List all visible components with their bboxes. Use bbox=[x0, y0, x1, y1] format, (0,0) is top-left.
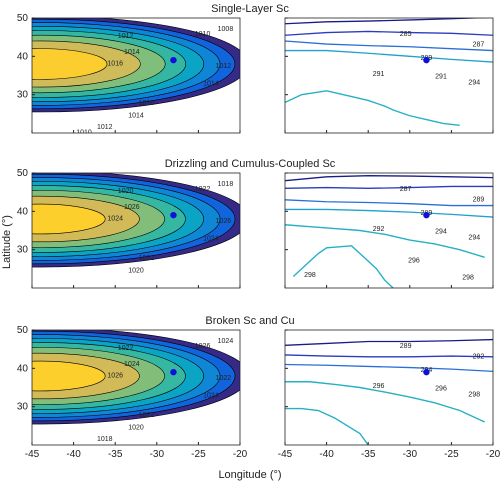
contour-label: 1024 bbox=[218, 338, 234, 345]
contour-label: 1010 bbox=[195, 31, 211, 38]
contour-label: 287 bbox=[473, 41, 485, 48]
x-tick-label: -40 bbox=[319, 449, 334, 460]
x-tick-label: -20 bbox=[233, 449, 248, 460]
contour-label: 1026 bbox=[124, 204, 140, 211]
contour-label: 296 bbox=[408, 257, 420, 264]
contour-label: 291 bbox=[435, 74, 447, 81]
contour-label: 1020 bbox=[118, 188, 134, 195]
y-tick-label: 50 bbox=[17, 325, 29, 336]
contour-label: 1012 bbox=[97, 124, 113, 131]
contour-label: 298 bbox=[304, 272, 316, 279]
contour-label: 1014 bbox=[128, 112, 144, 119]
contour-label: 1022 bbox=[216, 375, 232, 382]
contour-label: 1022 bbox=[195, 186, 211, 193]
contour-label: 1024 bbox=[203, 392, 219, 399]
y-tick-label: 30 bbox=[17, 402, 29, 413]
contour-label: 1020 bbox=[128, 424, 144, 431]
contour-label: 1018 bbox=[218, 181, 234, 188]
contour-label: 1024 bbox=[124, 361, 140, 368]
location-marker bbox=[170, 57, 176, 63]
y-axis-label: Latitude (°) bbox=[1, 215, 13, 269]
contour-label: 1014 bbox=[203, 80, 219, 87]
contour-label: 1014 bbox=[124, 49, 140, 56]
location-marker bbox=[423, 57, 429, 63]
x-axis-label: Longitude (°) bbox=[218, 469, 281, 481]
temperature-background bbox=[285, 18, 493, 133]
contour-label: 285 bbox=[400, 31, 412, 38]
contour-label: 1022 bbox=[139, 255, 155, 262]
contour-label: 1022 bbox=[118, 345, 134, 352]
contour-label: 1012 bbox=[118, 33, 134, 40]
contour-label: 1026 bbox=[216, 218, 232, 225]
panel-6: 289292294296296298-45-40-35-30-25-20 bbox=[278, 330, 500, 460]
contour-label: 1022 bbox=[139, 412, 155, 419]
contour-label: 287 bbox=[400, 186, 412, 193]
contour-label: 298 bbox=[468, 391, 480, 398]
contour-label: 291 bbox=[373, 71, 385, 78]
contour-label: 292 bbox=[373, 226, 385, 233]
location-marker bbox=[170, 369, 176, 375]
y-tick-label: 40 bbox=[17, 51, 29, 62]
panel-title: Broken Sc and Cu bbox=[205, 315, 294, 327]
location-marker bbox=[423, 212, 429, 218]
location-marker bbox=[170, 212, 176, 218]
x-tick-label: -20 bbox=[486, 449, 500, 460]
x-tick-label: -35 bbox=[108, 449, 123, 460]
temperature-background bbox=[285, 330, 493, 445]
panel-4: 287289289292294294296298298 bbox=[285, 173, 493, 288]
contour-label: 1012 bbox=[216, 63, 232, 70]
x-tick-label: -45 bbox=[278, 449, 293, 460]
contour-label: 298 bbox=[462, 275, 474, 282]
contour-label: 292 bbox=[473, 353, 485, 360]
contour-label: 296 bbox=[373, 383, 385, 390]
contour-label: 289 bbox=[400, 343, 412, 350]
contour-label: 289 bbox=[473, 196, 485, 203]
x-tick-label: -45 bbox=[25, 449, 40, 460]
temperature-background bbox=[285, 173, 493, 288]
y-tick-label: 30 bbox=[17, 90, 29, 101]
x-tick-label: -30 bbox=[403, 449, 418, 460]
contour-label: 1026 bbox=[195, 343, 211, 350]
y-tick-label: 50 bbox=[17, 13, 29, 24]
location-marker bbox=[423, 369, 429, 375]
x-tick-label: -25 bbox=[191, 449, 206, 460]
contour-label: 1026 bbox=[107, 373, 123, 380]
contour-label: 1008 bbox=[218, 26, 234, 33]
contour-label: 1016 bbox=[139, 100, 155, 107]
contour-label: 1024 bbox=[203, 235, 219, 242]
panel-2: 285287289291291294 bbox=[285, 17, 493, 133]
y-tick-label: 40 bbox=[17, 206, 29, 217]
contour-label: 1016 bbox=[107, 61, 123, 68]
panel-title: Drizzling and Cumulus-Coupled Sc bbox=[165, 158, 336, 170]
panel-title: Single-Layer Sc bbox=[211, 3, 289, 15]
y-tick-label: 40 bbox=[17, 363, 29, 374]
contour-label: 1018 bbox=[97, 436, 113, 443]
x-tick-label: -40 bbox=[66, 449, 81, 460]
contour-label: 1020 bbox=[128, 267, 144, 274]
contour-label: 294 bbox=[435, 229, 447, 236]
contour-label: 294 bbox=[468, 234, 480, 241]
y-tick-label: 30 bbox=[17, 245, 29, 256]
x-tick-label: -30 bbox=[150, 449, 165, 460]
x-tick-label: -25 bbox=[444, 449, 459, 460]
contour-label: 296 bbox=[435, 386, 447, 393]
y-tick-label: 50 bbox=[17, 168, 29, 179]
contour-label: 1024 bbox=[107, 216, 123, 223]
contour-label: 294 bbox=[468, 79, 480, 86]
x-tick-label: -35 bbox=[361, 449, 376, 460]
